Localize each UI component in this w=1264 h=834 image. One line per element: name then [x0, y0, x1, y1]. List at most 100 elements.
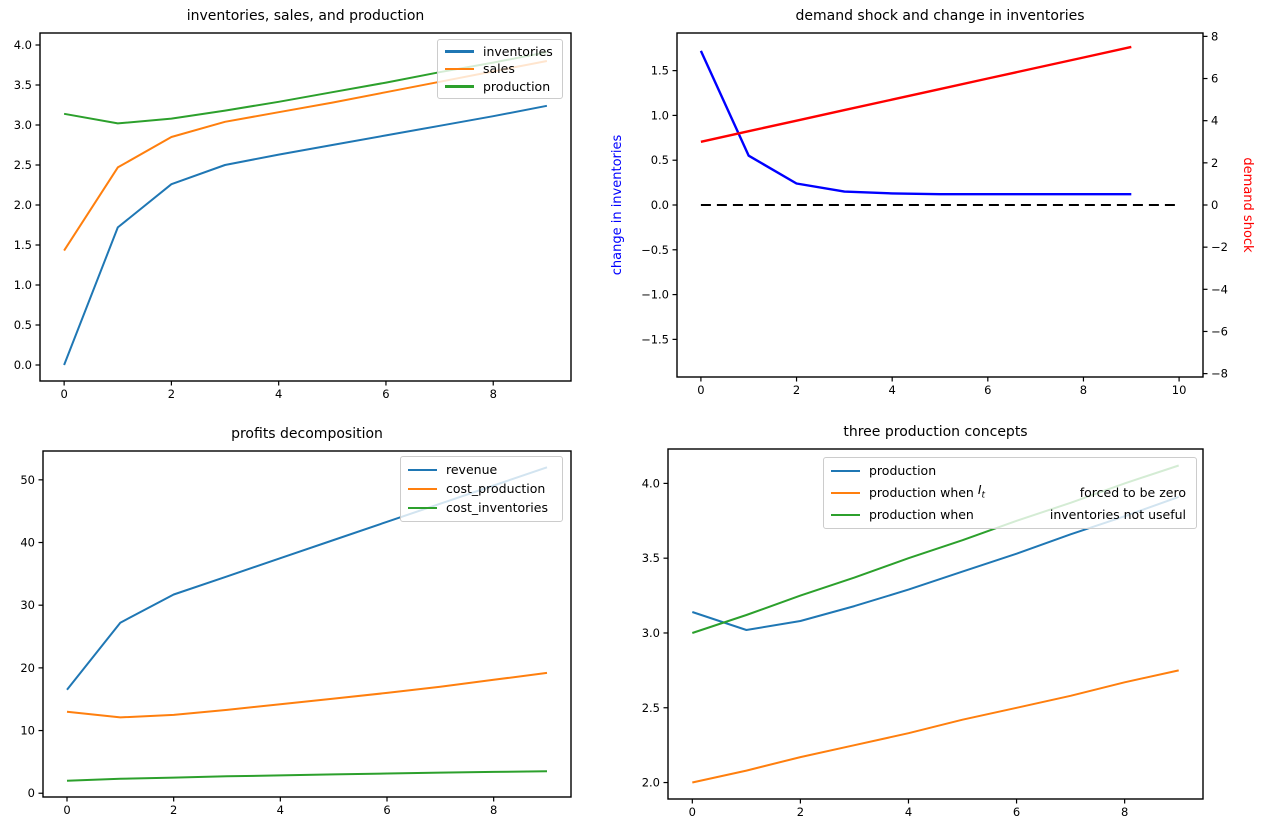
subplot-inventories-sales-production: 0 2 4 6 8 0.0 0.5 1.0 1.5 2.0 2.5 3.0 3.5 4.0 inventor…: [0, 0, 632, 417]
legend-swatch-line: [445, 85, 474, 88]
legend-swatch-line: [831, 513, 860, 517]
right-y-tick-label: 0: [1211, 198, 1218, 212]
legend-swatch-line: [408, 487, 437, 491]
y-axis-label-right: demand shock: [1240, 157, 1255, 253]
plot-area-svg-three-production-concepts: 0 2 4 6 8 2.0 2.5 3.0 3.5 4.0: [642, 448, 1204, 819]
legend-entry: revenue: [408, 462, 552, 478]
x-tick-label: 4: [905, 805, 912, 819]
legend-label: cost_production: [446, 481, 546, 496]
x-tick-label: 8: [490, 387, 497, 401]
x-tick-label: 0: [697, 383, 704, 397]
axes-frame: [676, 32, 1204, 378]
x-tick-label: 4: [889, 383, 896, 397]
y-tick-label: 3.0: [642, 626, 660, 640]
plot-area-svg-profits-decomposition: 0 2 4 6 8 0 10 20 30 40 50: [20, 450, 572, 817]
chart-title-demand-shock-change-in-inventories: demand shock and change in inventories: [795, 8, 1085, 24]
legend-swatch-line: [831, 491, 860, 495]
y-tick-label: 1.5: [651, 64, 669, 78]
legend-label: inventories: [483, 43, 553, 59]
subplot-profits-decomposition: 0 2 4 6 8 0 10 20 30 40 50 profits decomposition rev…: [0, 417, 632, 834]
x-tick-label: 2: [797, 805, 804, 819]
y-tick-label: 2.5: [642, 701, 660, 715]
y-tick-label: −1.5: [641, 332, 669, 346]
legend-label: production when: [869, 485, 978, 500]
y-tick-label: 2.5: [14, 158, 32, 172]
chart-title-three-production-concepts: three production concepts: [843, 424, 1028, 440]
right-y-tick-label: −6: [1211, 324, 1228, 338]
legend-entry: cost_production: [408, 481, 552, 497]
legend-label: production: [483, 78, 551, 94]
subplot-three-production-concepts: 0 2 4 6 8 2.0 2.5 3.0 3.5 4.0 three production con…: [632, 417, 1264, 834]
x-tick-label: 6: [984, 383, 991, 397]
right-y-tick-label: 2: [1211, 156, 1218, 170]
legend-entry: production when It forced to be zero: [831, 482, 1186, 504]
legend-label: sales: [483, 61, 515, 76]
legend-inventories-sales-production: inventories sales production: [437, 39, 563, 99]
x-tick-label: 4: [277, 803, 284, 817]
y-tick-label: −1.0: [641, 288, 669, 302]
y-tick-label: 0.5: [651, 153, 669, 167]
x-tick-label: 0: [689, 805, 696, 819]
y-tick-label: 20: [20, 661, 35, 675]
legend-label: revenue: [446, 462, 498, 477]
y-tick-label: 2.0: [642, 776, 660, 790]
x-tick-label: 0: [60, 387, 67, 401]
right-y-tick-label: 8: [1211, 29, 1218, 43]
x-tick-label: 6: [1013, 805, 1020, 819]
y-tick-label: 1.0: [651, 108, 669, 122]
right-y-tick-label: −4: [1211, 282, 1228, 296]
axes-frame: [667, 448, 1204, 800]
legend-entry: production when inventories not useful: [831, 507, 1186, 523]
x-tick-label: 8: [490, 803, 497, 817]
y-tick-label: 0.5: [14, 318, 32, 332]
legend-entry: inventories: [445, 43, 553, 60]
y-tick-label: 0.0: [14, 358, 32, 372]
legend-swatch-line: [831, 469, 860, 473]
x-tick-label: 8: [1080, 383, 1087, 397]
y-tick-label: 50: [20, 473, 35, 487]
legend-entry: cost_inventories: [408, 500, 552, 516]
y-tick-label: 2.0: [14, 198, 32, 212]
y-tick-label: 10: [20, 724, 35, 738]
y-tick-label: 3.5: [642, 551, 660, 565]
y-tick-label: 3.0: [14, 118, 32, 132]
chart-title-inventories-sales-production: inventories, sales, and production: [186, 8, 425, 24]
y-tick-label: 1.5: [14, 238, 32, 252]
y-tick-label: 4.0: [14, 38, 32, 52]
y-tick-label: 40: [20, 536, 35, 550]
x-tick-label: 2: [168, 387, 175, 401]
right-y-tick-label: −8: [1211, 367, 1228, 381]
legend-entry: sales: [445, 61, 552, 77]
x-tick-label: 8: [1121, 805, 1128, 819]
x-tick-label: 0: [63, 803, 70, 817]
subplot-demand-shock-change-in-inventories: 0 2 4 6 8 10 −1.5 −1.0 −0.5 0.0 0.5 1.0 1.5 −8 −6 −4 −2 0…: [610, 0, 1264, 417]
series-line-change-in-inventories: [699, 50, 1132, 196]
legend-label: forced to be zero: [1079, 485, 1186, 500]
plot-area-svg-demand-shock-change-in-inventories: 0 2 4 6 8 10 −1.5 −1.0 −0.5 0.0 0.5 1.0 1.5 −8 −6 −4 −2 0…: [641, 29, 1228, 397]
legend-swatch-line: [408, 468, 437, 472]
series-line-cost-inventories: [66, 770, 548, 782]
legend-label: production: [869, 463, 937, 479]
legend-label: cost_inventories: [446, 500, 548, 515]
y-tick-label: 30: [20, 598, 35, 612]
x-tick-label: 2: [793, 383, 800, 397]
y-tick-label: 3.5: [14, 78, 32, 92]
y-tick-label: 0.0: [651, 198, 669, 212]
x-tick-label: 10: [1172, 383, 1187, 397]
legend-swatch-line: [408, 506, 437, 510]
legend-entry: production: [831, 463, 1186, 479]
series-line-demand-shock: [700, 45, 1132, 143]
right-y-tick-label: 6: [1211, 72, 1218, 86]
math-symbol-I-t: It: [977, 482, 986, 501]
y-tick-label: −0.5: [641, 243, 669, 257]
x-tick-label: 4: [275, 387, 282, 401]
y-axis-label-left: change in inventories: [610, 134, 625, 276]
x-tick-label: 2: [170, 803, 177, 817]
y-tick-label: 1.0: [14, 278, 32, 292]
y-tick-label: 4.0: [642, 476, 660, 490]
legend-profits-decomposition: revenue cost_production cost_inventories: [400, 456, 563, 522]
legend-label: production when: [869, 506, 974, 522]
legend-three-production-concepts: production production when It forced to be…: [823, 457, 1197, 529]
chart-title-profits-decomposition: profits decomposition: [231, 426, 383, 442]
